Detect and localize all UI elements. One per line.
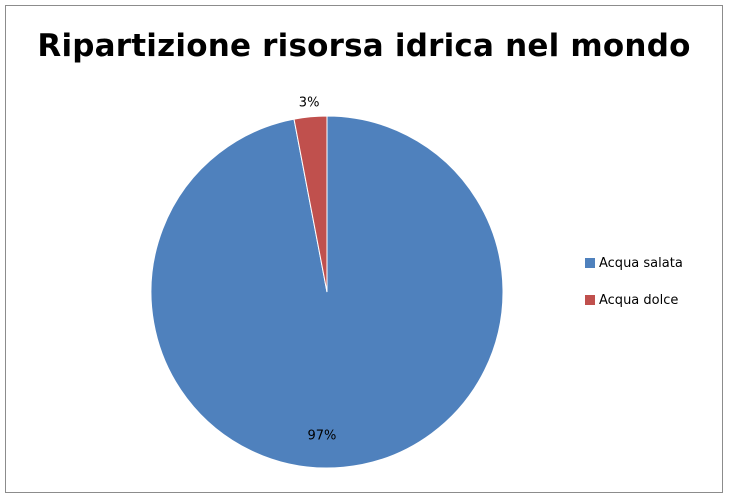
legend-swatch-acqua-salata — [585, 258, 595, 268]
legend-swatch-acqua-dolce — [585, 295, 595, 305]
pie-slice-acqua-dolce — [293, 115, 328, 293]
legend-label-acqua-salata: Acqua salata — [599, 255, 683, 271]
chart-legend: Acqua salata Acqua dolce — [585, 254, 683, 328]
data-label-acqua-salata: 97% — [308, 429, 337, 444]
legend-item-acqua-salata: Acqua salata — [585, 254, 683, 272]
chart-title: Ripartizione risorsa idrica nel mondo — [37, 28, 691, 64]
legend-item-acqua-dolce: Acqua dolce — [585, 291, 683, 309]
data-label-acqua-dolce: 3% — [299, 95, 320, 110]
legend-label-acqua-dolce: Acqua dolce — [599, 292, 679, 308]
pie-slice-acqua-salata — [150, 115, 504, 469]
